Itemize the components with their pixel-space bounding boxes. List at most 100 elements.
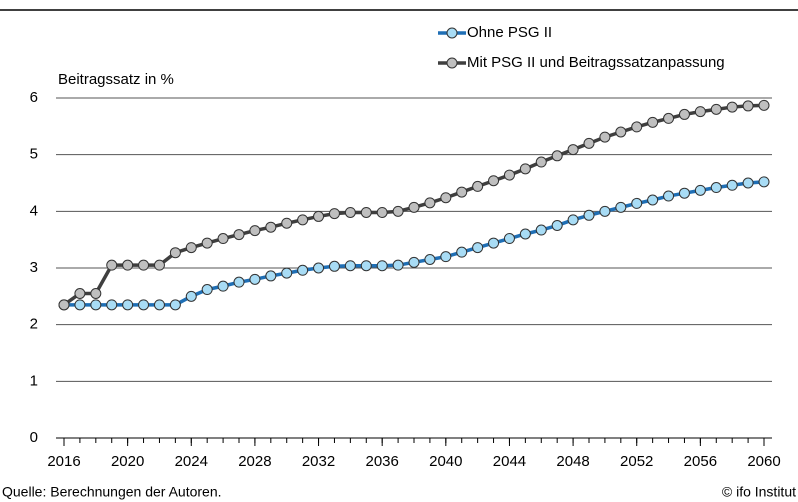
data-point [456, 246, 468, 258]
data-point [535, 156, 547, 168]
data-point [472, 180, 484, 192]
data-point [185, 290, 197, 302]
data-point [153, 299, 165, 311]
data-point [122, 259, 134, 271]
data-point [710, 103, 722, 115]
y-tick-label: 5 [30, 146, 38, 163]
x-tick-label: 2048 [556, 453, 589, 470]
y-tick-label: 3 [30, 259, 38, 276]
data-point [583, 209, 595, 221]
data-point [392, 205, 404, 217]
data-point [265, 221, 277, 233]
x-tick-label: 2036 [365, 453, 398, 470]
data-point [74, 299, 86, 311]
data-point [217, 280, 229, 292]
data-point [106, 299, 118, 311]
x-tick-label: 2032 [302, 453, 335, 470]
data-point [90, 299, 102, 311]
data-point [472, 242, 484, 254]
data-point [74, 288, 86, 299]
x-tick-label: 2060 [747, 453, 780, 470]
data-point [551, 150, 563, 162]
data-point [265, 270, 277, 282]
x-tick-label: 2016 [47, 453, 80, 470]
data-point [694, 106, 706, 118]
data-point [201, 284, 213, 296]
data-point [233, 276, 245, 288]
data-point [535, 224, 547, 236]
data-point [647, 116, 659, 128]
data-point [583, 137, 595, 149]
legend-marker [446, 27, 458, 39]
data-point [408, 201, 420, 213]
data-point [217, 233, 229, 245]
data-point [58, 299, 70, 311]
data-point [519, 228, 531, 240]
data-point [90, 288, 102, 299]
data-point [138, 259, 150, 271]
data-point [424, 197, 436, 209]
data-point [726, 179, 738, 191]
legend-label: Ohne PSG II [467, 24, 552, 41]
data-point [297, 214, 309, 226]
y-tick-label: 0 [30, 429, 38, 446]
data-point [249, 225, 261, 237]
data-point [328, 208, 340, 220]
data-point [313, 210, 325, 222]
data-point [138, 299, 150, 311]
data-point [647, 194, 659, 206]
data-point [169, 299, 181, 311]
data-point [169, 247, 181, 259]
data-point [599, 205, 611, 217]
data-point [249, 273, 261, 285]
x-tick-label: 2020 [111, 453, 144, 470]
data-point [615, 201, 627, 213]
data-point [344, 206, 356, 218]
data-point [122, 299, 134, 311]
data-point [663, 190, 675, 202]
data-point [313, 262, 325, 274]
data-point [663, 112, 675, 124]
data-point [201, 237, 213, 249]
data-point [408, 256, 420, 268]
data-point [488, 175, 500, 187]
data-point [567, 214, 579, 226]
data-point [678, 108, 690, 120]
data-point [440, 192, 452, 204]
y-axis-label: Beitragssatz in % [58, 71, 174, 88]
data-point [344, 260, 356, 272]
data-point [424, 254, 436, 265]
data-point [297, 264, 309, 276]
legend-label: Mit PSG II und Beitragssatzanpassung [467, 54, 725, 71]
data-point [488, 237, 500, 249]
data-point [726, 101, 738, 113]
data-point [694, 184, 706, 196]
data-point [281, 267, 293, 279]
data-point [742, 100, 754, 112]
data-point [631, 197, 643, 209]
data-point [710, 182, 722, 194]
data-point [281, 217, 293, 229]
y-tick-label: 1 [30, 372, 38, 389]
legend-marker [446, 57, 458, 69]
data-point [758, 176, 770, 188]
y-tick-label: 2 [30, 316, 38, 333]
data-point [328, 260, 340, 272]
data-point [519, 163, 531, 175]
data-point [456, 186, 468, 198]
y-tick-label: 6 [30, 89, 38, 106]
data-point [551, 220, 563, 231]
y-tick-label: 4 [30, 202, 38, 219]
data-point [153, 259, 165, 271]
data-point [106, 259, 118, 271]
data-point [678, 187, 690, 199]
x-tick-label: 2024 [175, 453, 208, 470]
data-point [392, 259, 404, 271]
data-point [615, 126, 627, 138]
x-tick-label: 2044 [493, 453, 526, 470]
x-tick-label: 2056 [684, 453, 717, 470]
data-point [503, 233, 515, 245]
data-point [185, 242, 197, 254]
data-point [360, 260, 372, 272]
data-point [742, 177, 754, 189]
